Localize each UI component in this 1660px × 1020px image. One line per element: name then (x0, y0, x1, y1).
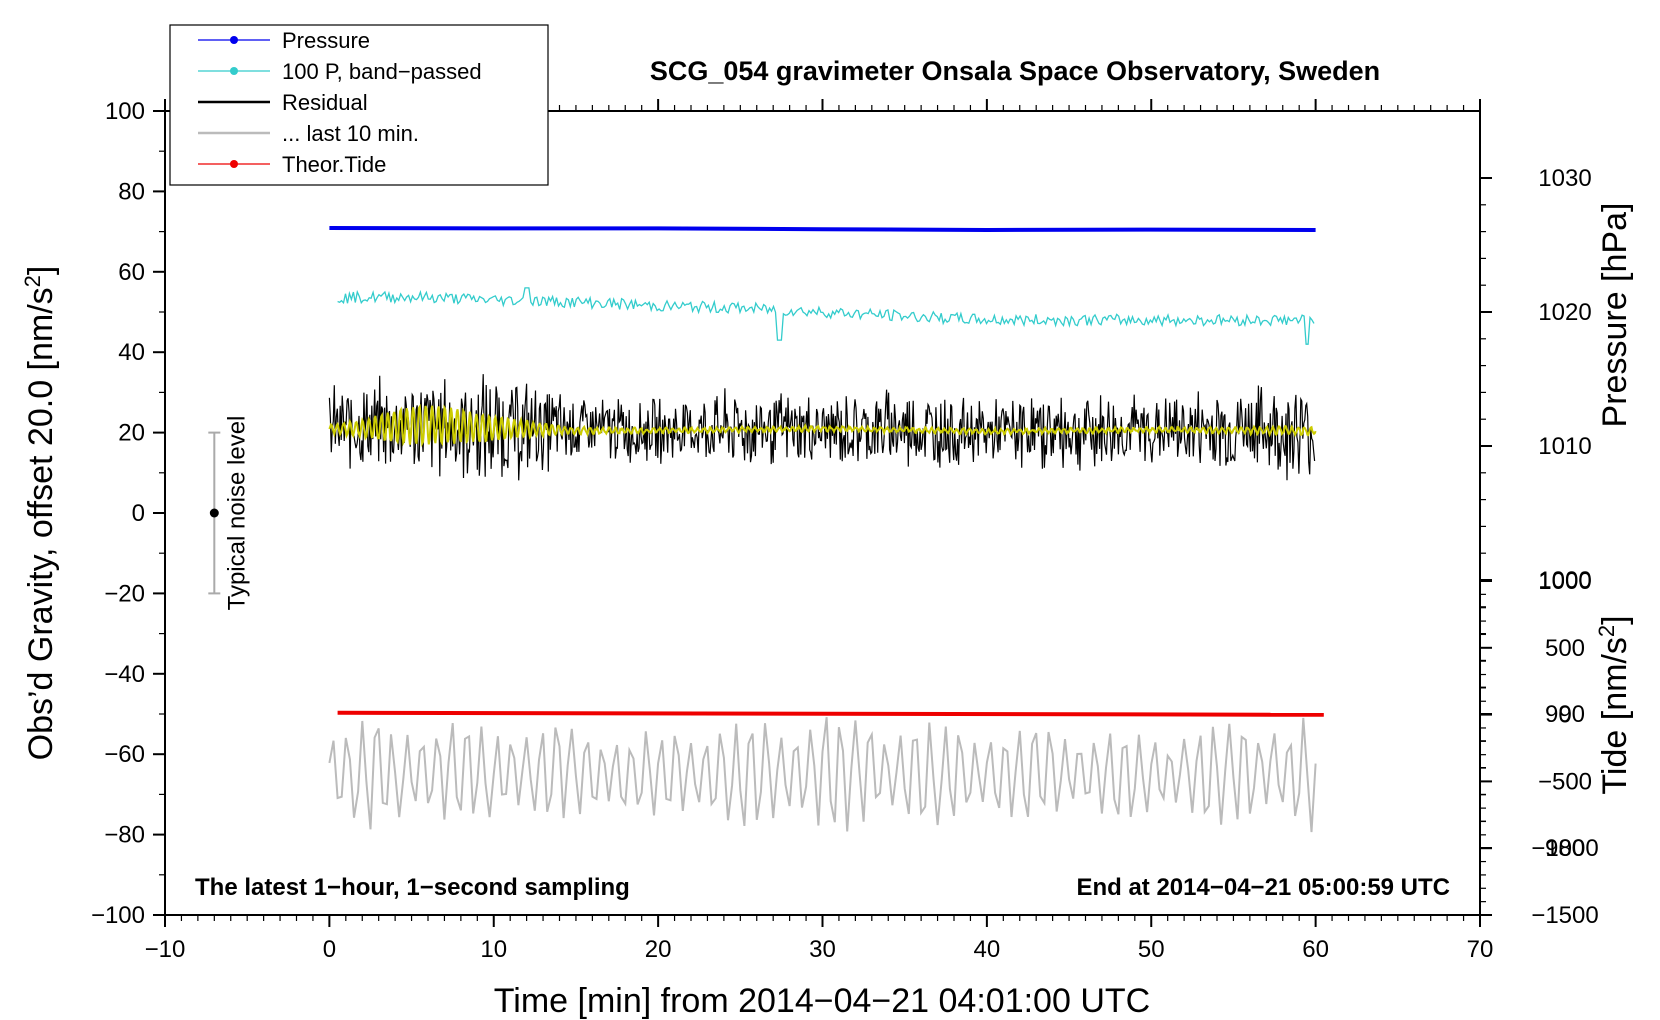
y-tick-label: −20 (104, 580, 145, 607)
y-axis-title-tide: Tide [nm/s2] (1594, 615, 1634, 794)
x-tick-label: 20 (645, 936, 672, 963)
y-axis-title-tide-main: Tide [nm/s (1596, 637, 1634, 794)
x-tick-label: 0 (323, 936, 336, 963)
y-tick-label: −100 (91, 902, 145, 929)
y-tick-label: −80 (104, 822, 145, 849)
x-tick-label: 50 (1138, 936, 1165, 963)
pressure-tick-label: 990 (1545, 701, 1585, 728)
chart-title: SCG_054 gravimeter Onsala Space Observat… (650, 56, 1380, 86)
series-pressure-bandpassed-line (337, 287, 1315, 345)
pressure-tick-label: 1010 (1538, 433, 1591, 460)
noise-level-label: Typical noise level (223, 416, 250, 611)
y-tick-label: 0 (132, 500, 145, 527)
note-end-time: End at 2014−04−21 05:00:59 UTC (1076, 874, 1450, 901)
axes-ticks: −10 0 10 20 30 40 50 60 70100806040200−20−40−60−… (91, 98, 1599, 963)
y-tick-label: 100 (105, 98, 145, 125)
series-theor-tide-line (337, 710, 1324, 717)
tide-tick-label: −1000 (1531, 835, 1598, 862)
legend-label: Theor.Tide (282, 152, 386, 177)
x-tick-label: 40 (974, 936, 1001, 963)
legend-label: 100 P, band−passed (282, 59, 482, 84)
tide-tick-label: −1500 (1531, 902, 1598, 929)
series-last-10-min-line (328, 717, 1317, 833)
y-axis-title-tide-end: ] (1596, 615, 1634, 624)
tide-tick-label: 500 (1545, 635, 1585, 662)
y-tick-label: 20 (118, 420, 145, 447)
y-tick-label: 40 (118, 339, 145, 366)
legend-marker (230, 36, 238, 44)
legend-label: Pressure (282, 28, 370, 53)
x-tick-label: 70 (1467, 936, 1494, 963)
y-axis-title-left-sup: 2 (20, 275, 45, 287)
pressure-tick-label: 1000 (1538, 567, 1591, 594)
y-tick-label: −40 (104, 661, 145, 688)
pressure-tick-label: 1030 (1538, 165, 1591, 192)
pressure-tick-label: 1020 (1538, 299, 1591, 326)
y-axis-title-left-main: Obs’d Gravity, offset 20.0 [nm/s (22, 287, 60, 760)
x-tick-label: 60 (1302, 936, 1329, 963)
x-axis-title: Time [min] from 2014−04−21 04:01:00 UTC (494, 982, 1150, 1020)
legend-label: ... last 10 min. (282, 121, 419, 146)
y-tick-label: 80 (118, 178, 145, 205)
tide-tick-label: −500 (1538, 768, 1592, 795)
y-axis-title-left: Obs’d Gravity, offset 20.0 [nm/s2] (20, 266, 60, 761)
series-layer (328, 226, 1324, 833)
noise-bar-center-dot (209, 508, 219, 518)
y-axis-title-left-end: ] (22, 266, 60, 275)
y-tick-label: −60 (104, 741, 145, 768)
note-sampling: The latest 1−hour, 1−second sampling (195, 874, 630, 901)
legend-marker (230, 67, 238, 75)
legend: Pressure 100 P, band−passed Residual ... la… (169, 24, 549, 186)
tide-tick-label: 1000 (1538, 568, 1591, 595)
x-tick-label: −10 (145, 936, 186, 963)
y-axis-title-pressure: Pressure [hPa] (1596, 203, 1634, 428)
y-tick-label: 60 (118, 259, 145, 286)
tide-tick-label: 0 (1558, 702, 1571, 729)
legend-box (169, 24, 549, 186)
noise-level-indicator: Typical noise level (208, 416, 250, 611)
legend-label: Residual (282, 90, 368, 115)
x-tick-label: 10 (480, 936, 507, 963)
series-pressure-line (329, 226, 1316, 233)
legend-marker (230, 160, 238, 168)
y-axis-title-tide-sup: 2 (1594, 625, 1619, 637)
pressure-tick-label: 980 (1545, 835, 1585, 862)
x-tick-label: 30 (809, 936, 836, 963)
series-residual-smoothed-line (328, 403, 1317, 448)
